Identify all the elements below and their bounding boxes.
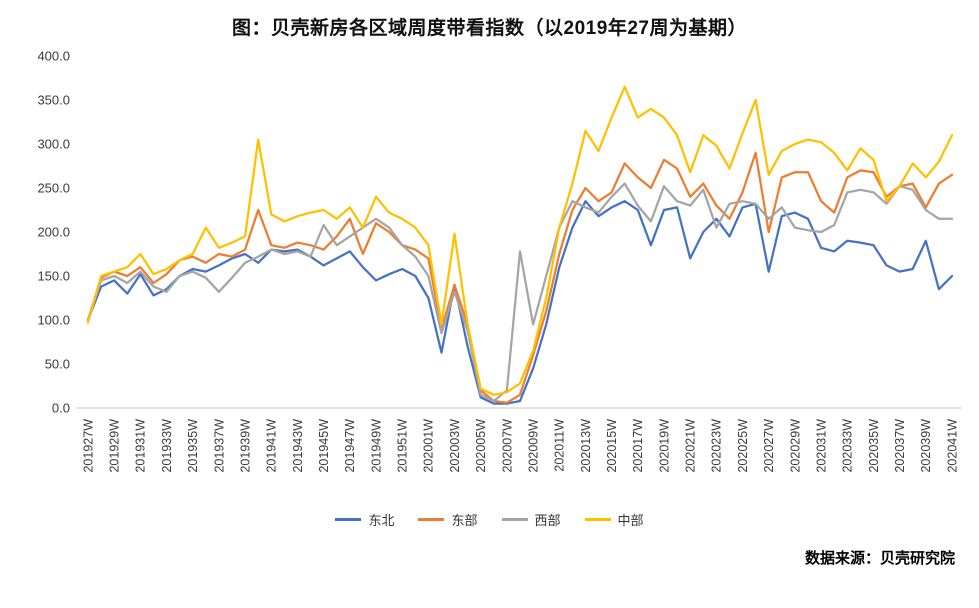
x-axis-tick-label: 202019W xyxy=(657,419,671,473)
x-axis-tick-label: 202003W xyxy=(448,419,462,473)
y-axis-tick-label: 150.0 xyxy=(37,269,70,284)
legend-item-west: 西部 xyxy=(501,510,561,529)
legend-swatch-northeast xyxy=(335,518,362,521)
x-axis-tick-label: 201943W xyxy=(291,419,305,473)
x-axis-tick-label: 202005W xyxy=(474,419,488,473)
x-axis-tick-label: 202033W xyxy=(841,419,855,473)
x-axis-tick-label: 202009W xyxy=(526,419,540,473)
x-axis-tick-label: 202011W xyxy=(553,419,567,472)
legend-label-central: 中部 xyxy=(617,513,644,528)
legend-swatch-east xyxy=(418,518,445,521)
x-axis-tick-label: 202031W xyxy=(814,419,828,473)
legend-item-northeast: 东北 xyxy=(335,510,394,529)
x-axis-tick-label: 202029W xyxy=(788,419,802,473)
northeast-series-line xyxy=(86,200,954,405)
x-axis-tick-label: 201945W xyxy=(317,419,331,473)
y-axis-tick-label: 200.0 xyxy=(37,225,70,240)
legend-label-east: 东部 xyxy=(451,513,478,528)
x-axis-tick-label: 202037W xyxy=(893,419,907,473)
x-axis-tick-label: 202039W xyxy=(919,419,933,473)
data-source: 数据来源：贝壳研究院 xyxy=(804,550,955,567)
x-axis-tick-label: 201941W xyxy=(265,419,279,473)
x-axis-tick-label: 202013W xyxy=(579,419,593,473)
west-series-line xyxy=(86,182,954,403)
legend-label-west: 西部 xyxy=(534,513,561,528)
x-axis-tick-label: 202001W xyxy=(422,419,436,473)
legend-swatch-west xyxy=(501,518,528,521)
x-axis-tick-label: 202035W xyxy=(867,419,881,473)
x-axis-tick-label: 202007W xyxy=(500,419,514,473)
x-axis-tick-label: 202027W xyxy=(762,419,776,473)
x-axis-tick-label: 201935W xyxy=(186,419,200,473)
y-axis-tick-label: 250.0 xyxy=(37,181,70,196)
legend-swatch-central xyxy=(584,518,611,521)
x-axis-tick-label: 202025W xyxy=(736,419,750,473)
y-axis-tick-label: 400.0 xyxy=(37,49,70,64)
chart-title: 图：贝壳新房各区域周度带看指数（以2019年27周为基期） xyxy=(232,18,747,39)
x-axis-tick-label: 201949W xyxy=(369,419,383,473)
line-chart-canvas: 0.0 50.0 100.0 150.0 200.0 250.0 300.0 350.0 400… xyxy=(37,49,962,473)
legend-item-central: 中部 xyxy=(584,510,644,529)
y-axis-tick-label: 0.0 xyxy=(52,401,70,416)
y-axis-tick-label: 300.0 xyxy=(37,137,70,152)
legend-item-east: 东部 xyxy=(418,510,478,529)
chart-legend: 东北 东部 西部 中部 xyxy=(0,510,979,529)
x-axis-tick-label: 202017W xyxy=(631,419,645,473)
x-axis-tick-label: 201937W xyxy=(212,419,226,473)
y-axis-tick-label: 100.0 xyxy=(37,313,70,328)
x-axis-tick-label: 202015W xyxy=(605,419,619,473)
x-axis-tick-label: 201947W xyxy=(343,419,357,473)
legend-label-northeast: 东北 xyxy=(368,513,395,528)
x-axis-tick-label: 202021W xyxy=(684,419,698,473)
east-series-line xyxy=(86,151,954,404)
y-axis-tick-label: 350.0 xyxy=(37,93,70,108)
x-axis-tick-label: 201939W xyxy=(238,419,252,473)
central-series-line xyxy=(86,85,954,396)
x-axis-tick-label: 201927W xyxy=(81,419,95,473)
x-axis-tick-label: 201929W xyxy=(108,419,122,473)
x-axis-tick-label: 201931W xyxy=(134,419,148,473)
x-axis-tick-label: 202023W xyxy=(710,419,724,473)
x-axis-tick-label: 201951W xyxy=(396,419,410,473)
x-axis-tick-label: 201933W xyxy=(160,419,174,473)
y-axis-tick-label: 50.0 xyxy=(45,357,70,372)
x-axis-tick-label: 202041W xyxy=(945,419,959,473)
